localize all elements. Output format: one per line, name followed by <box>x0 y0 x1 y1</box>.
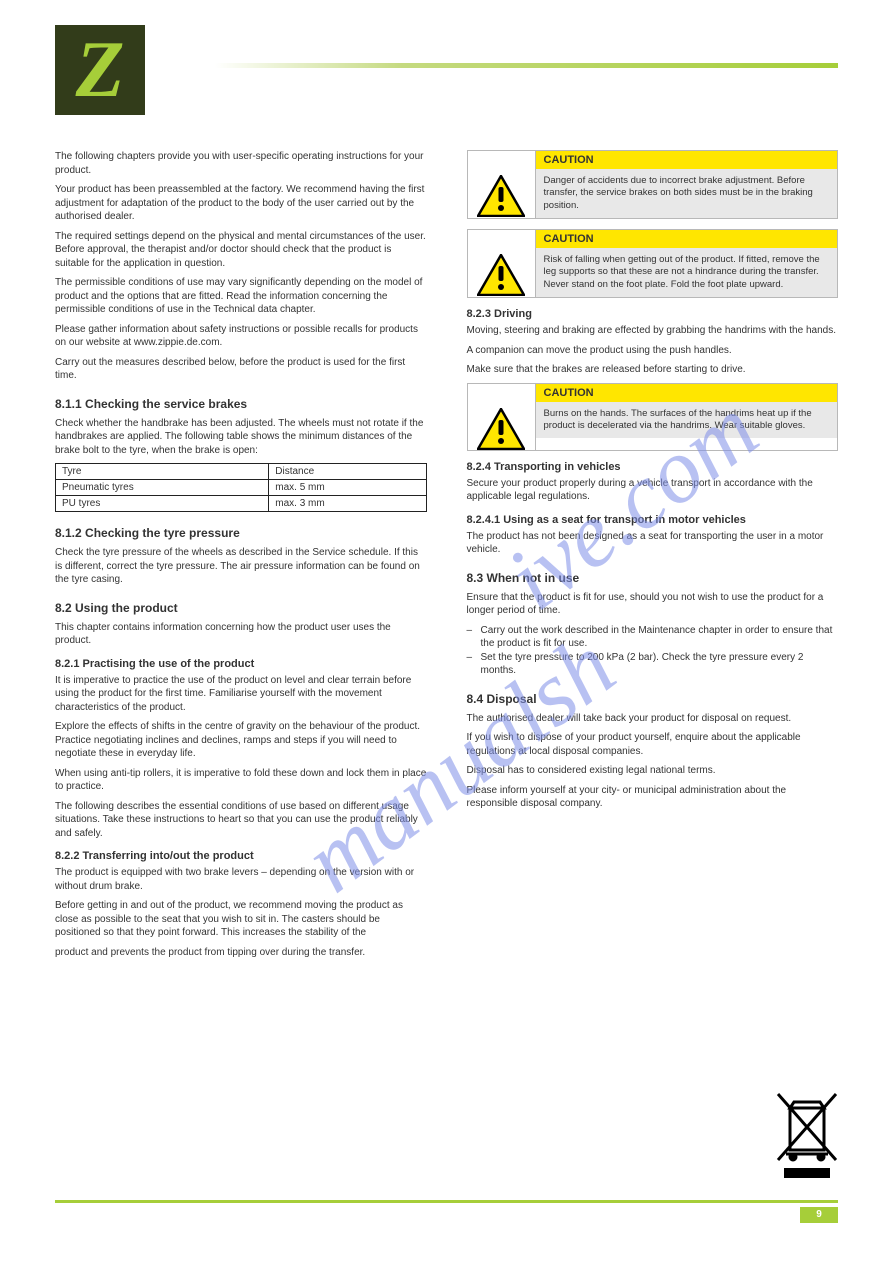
table-row: PU tyres max. 3 mm <box>56 496 427 512</box>
body-text: Disposal has to considered existing lega… <box>467 764 839 778</box>
table-cell: max. 5 mm <box>269 480 426 496</box>
body-text: When using anti-tip rollers, it is imper… <box>55 767 427 794</box>
body-text: A companion can move the product using t… <box>467 344 839 358</box>
section-heading: 8.3 When not in use <box>467 571 839 585</box>
content-columns: The following chapters provide you with … <box>55 150 838 965</box>
caution-icon-cell <box>468 230 536 297</box>
subsection-heading: 8.2.4 Transporting in vehicles <box>467 461 839 473</box>
table-cell: Tyre <box>56 464 269 480</box>
table-cell: max. 3 mm <box>269 496 426 512</box>
body-text: Check whether the handbrake has been adj… <box>55 417 427 458</box>
body-text: The following describes the essential co… <box>55 800 427 841</box>
list-item: Set the tyre pressure to 200 kPa (2 bar)… <box>467 651 839 678</box>
body-text: It is imperative to practice the use of … <box>55 674 427 715</box>
intro-paragraph: Carry out the measures described below, … <box>55 356 427 383</box>
table-cell: PU tyres <box>56 496 269 512</box>
body-text: The authorised dealer will take back you… <box>467 712 839 726</box>
left-column: The following chapters provide you with … <box>55 150 427 965</box>
subsection-heading: 8.2.2 Transferring into/out the product <box>55 850 427 862</box>
weee-disposal-icon <box>776 1090 838 1183</box>
section-heading: 8.1.2 Checking the tyre pressure <box>55 526 427 540</box>
intro-paragraph: Please gather information about safety i… <box>55 323 427 350</box>
caution-title: CAUTION <box>536 230 838 248</box>
bullet-list: Carry out the work described in the Main… <box>467 624 839 678</box>
warning-icon <box>477 408 525 450</box>
body-text: The product is equipped with two brake l… <box>55 866 427 893</box>
caution-box: CAUTION Burns on the hands. The surfaces… <box>467 383 839 451</box>
list-item: Carry out the work described in the Main… <box>467 624 839 651</box>
logo-letter: Z <box>76 30 125 110</box>
caution-box: CAUTION Danger of accidents due to incor… <box>467 150 839 219</box>
subsection-heading: 8.2.4.1 Using as a seat for transport in… <box>467 514 839 526</box>
body-text: Ensure that the product is fit for use, … <box>467 591 839 618</box>
table-cell: Pneumatic tyres <box>56 480 269 496</box>
caution-body: Danger of accidents due to incorrect bra… <box>536 169 838 218</box>
warning-icon <box>477 254 525 296</box>
warning-icon <box>477 175 525 217</box>
caution-title: CAUTION <box>536 384 838 402</box>
body-text: Explore the effects of shifts in the cen… <box>55 720 427 761</box>
section-heading: 8.2 Using the product <box>55 601 427 615</box>
intro-paragraph: Your product has been preassembled at th… <box>55 183 427 224</box>
body-text: Make sure that the brakes are released b… <box>467 363 839 377</box>
caution-body: Risk of falling when getting out of the … <box>536 248 838 297</box>
intro-paragraph: The permissible conditions of use may va… <box>55 276 427 317</box>
body-text: If you wish to dispose of your product y… <box>467 731 839 758</box>
body-text: The product has not been designed as a s… <box>467 530 839 557</box>
subsection-heading: 8.2.3 Driving <box>467 308 839 320</box>
caution-icon-cell <box>468 151 536 218</box>
body-text: Check the tyre pressure of the wheels as… <box>55 546 427 587</box>
body-text: product and prevents the product from ti… <box>55 946 427 960</box>
subsection-heading: 8.2.1 Practising the use of the product <box>55 658 427 670</box>
table-row: Tyre Distance <box>56 464 427 480</box>
body-text: Please inform yourself at your city- or … <box>467 784 839 811</box>
brand-logo: Z <box>55 25 145 115</box>
table-row: Pneumatic tyres max. 5 mm <box>56 480 427 496</box>
header-divider <box>215 63 838 68</box>
right-column: CAUTION Danger of accidents due to incor… <box>467 150 839 965</box>
body-text: Secure your product properly during a ve… <box>467 477 839 504</box>
intro-paragraph: The required settings depend on the phys… <box>55 230 427 271</box>
caution-title: CAUTION <box>536 151 838 169</box>
caution-body: Burns on the hands. The surfaces of the … <box>536 402 838 439</box>
brake-distance-table: Tyre Distance Pneumatic tyres max. 5 mm … <box>55 463 427 512</box>
caution-icon-cell <box>468 384 536 450</box>
section-heading: 8.1.1 Checking the service brakes <box>55 397 427 411</box>
footer-divider <box>55 1200 838 1203</box>
page-number: 9 <box>800 1207 838 1223</box>
section-heading: 8.4 Disposal <box>467 692 839 706</box>
intro-paragraph: The following chapters provide you with … <box>55 150 427 177</box>
body-text: This chapter contains information concer… <box>55 621 427 648</box>
table-cell: Distance <box>269 464 426 480</box>
body-text: Moving, steering and braking are effecte… <box>467 324 839 338</box>
body-text: Before getting in and out of the product… <box>55 899 427 940</box>
caution-box: CAUTION Risk of falling when getting out… <box>467 229 839 298</box>
